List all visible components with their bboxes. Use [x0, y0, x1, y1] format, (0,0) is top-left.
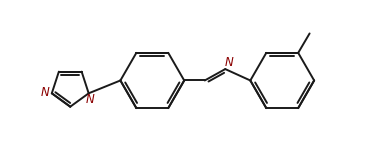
Text: N: N — [85, 93, 94, 106]
Text: N: N — [224, 56, 233, 69]
Text: N: N — [41, 86, 50, 99]
